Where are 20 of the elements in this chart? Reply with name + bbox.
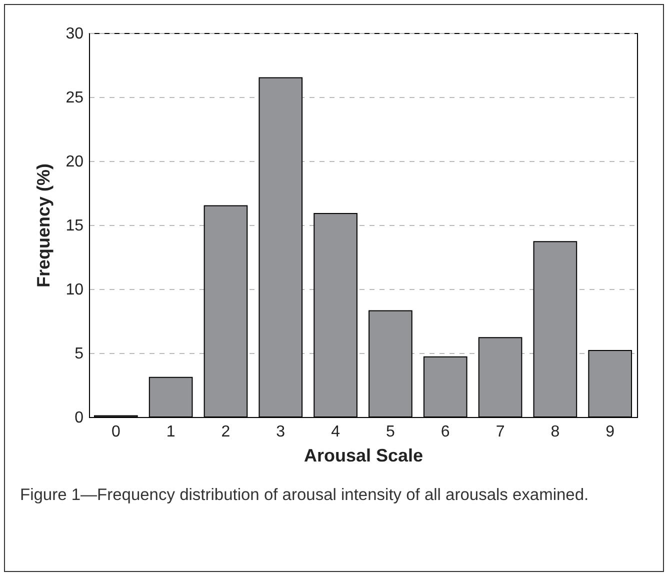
x-axis-title: Arousal Scale <box>304 446 424 466</box>
x-tick-label: 3 <box>276 424 286 440</box>
x-tick-label: 8 <box>550 424 560 440</box>
y-tick-label: 0 <box>74 410 84 426</box>
x-tick-label: 0 <box>111 424 120 440</box>
y-tick-label: 20 <box>66 154 84 170</box>
y-tick-label: 5 <box>74 346 84 362</box>
caption: Figure 1—Frequency distribution of arousal intensity of all arousals examined. <box>20 485 590 506</box>
x-tick-label: 7 <box>496 424 505 440</box>
y-axis-title: Frequency (%) <box>34 163 54 288</box>
y-tick-label: 30 <box>66 26 84 42</box>
x-tick-label: 9 <box>606 424 615 440</box>
x-tick-label: 6 <box>440 424 450 440</box>
x-tick-label: 4 <box>331 424 340 440</box>
x-tick-label: 1 <box>166 424 176 440</box>
x-tick-label: 5 <box>386 424 395 440</box>
y-tick-label: 25 <box>66 90 84 106</box>
y-tick-label: 10 <box>66 282 84 298</box>
x-tick-label: 2 <box>221 424 230 440</box>
y-tick-label: 15 <box>66 218 84 234</box>
